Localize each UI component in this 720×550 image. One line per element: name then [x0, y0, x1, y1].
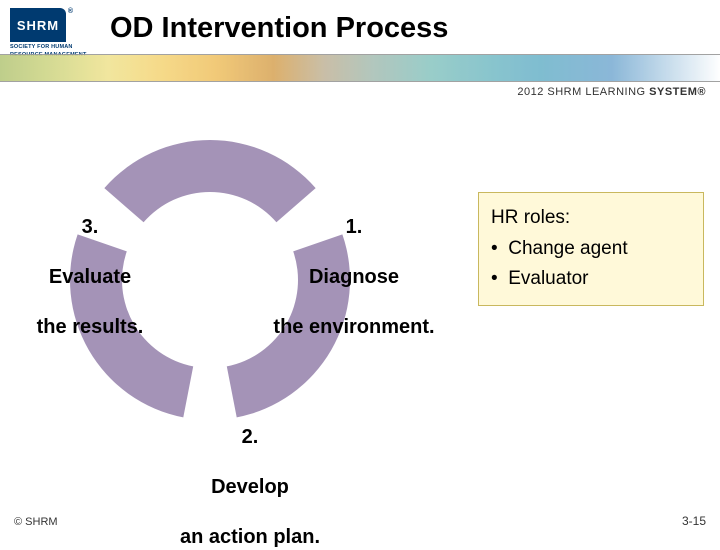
step-1-number: 1. — [346, 216, 363, 238]
hr-roles-title: HR roles: — [491, 203, 691, 232]
step-3-line2: the results. — [37, 316, 144, 338]
hr-role-2: Evaluator — [508, 268, 588, 289]
step-3-number: 3. — [82, 216, 99, 238]
step-1-line1: Diagnose — [309, 266, 399, 288]
system-brand: SHRM — [547, 86, 581, 98]
system-label: 2012 SHRM LEARNING SYSTEM® — [517, 86, 706, 98]
step-1-label: 1. Diagnose the environment. — [244, 190, 464, 340]
step-3-line1: Evaluate — [49, 266, 131, 288]
step-3-label: 3. Evaluate the results. — [10, 190, 170, 340]
footer-copyright: © SHRM — [14, 516, 58, 528]
cycle-diagram: 1. Diagnose the environment. 2. Develop … — [60, 130, 360, 430]
step-2-line2: an action plan. — [180, 526, 320, 548]
system-year: 2012 — [517, 86, 543, 98]
step-2-label: 2. Develop an action plan. — [140, 400, 360, 550]
logo-mark: SHRM ® — [10, 8, 66, 42]
step-2-line1: Develop — [211, 476, 289, 498]
system-learning: LEARNING — [585, 86, 645, 98]
hr-role-bullet-1: • Change agent — [491, 234, 691, 263]
logo-subtext-1: SOCIETY FOR HUMAN — [10, 44, 100, 50]
step-2-number: 2. — [242, 426, 259, 448]
hr-roles-box: HR roles: • Change agent • Evaluator — [478, 192, 704, 306]
decorative-strip — [0, 55, 720, 81]
footer-page-number: 3-15 — [682, 514, 706, 528]
system-system: SYSTEM® — [649, 86, 706, 98]
header: SHRM ® SOCIETY FOR HUMAN RESOURCE MANAGE… — [0, 0, 720, 100]
page-title: OD Intervention Process — [110, 12, 448, 45]
hr-role-bullet-2: • Evaluator — [491, 264, 691, 293]
registered-icon: ® — [68, 8, 74, 15]
logo-text: SHRM — [17, 18, 59, 33]
hr-role-1: Change agent — [508, 238, 627, 259]
step-1-line2: the environment. — [273, 316, 434, 338]
